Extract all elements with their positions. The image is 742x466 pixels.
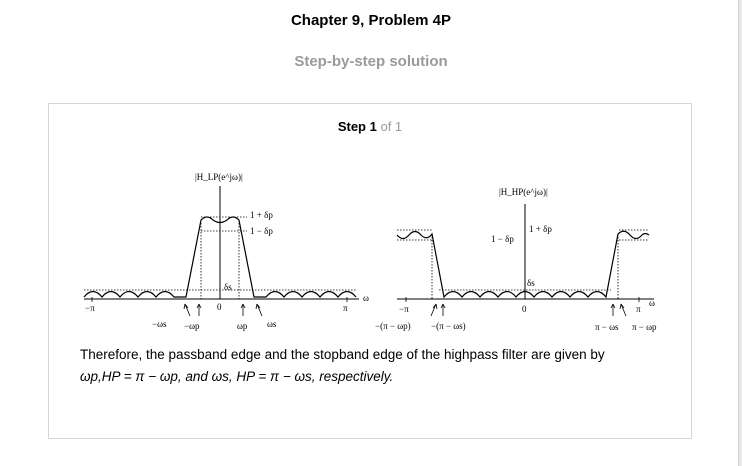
lowpass-tick-zero: 0: [217, 302, 222, 312]
lowpass-plus-delta-label: 1 + δp: [250, 210, 273, 220]
lowpass-neg-ws: −ωs: [152, 319, 167, 329]
highpass-pi-minus-wp: π − ωp: [632, 322, 657, 332]
lowpass-delta-s: δs: [224, 282, 232, 292]
lowpass-tick-pi: π: [343, 303, 348, 313]
highpass-minus-delta-label: 1 − δp: [491, 234, 514, 244]
page-subtitle: Step-by-step solution: [294, 53, 448, 70]
solution-card: Step 1 of 1 |H_LP(e^jω)| δs 1 + δp: [48, 103, 692, 439]
lowpass-response-plot: |H_LP(e^jω)| δs 1 + δp 1 − δp −π 0 π ω: [83, 172, 369, 331]
highpass-neg-pi-minus-ws: −(π − ωs): [431, 321, 466, 331]
window-scroll-edge: [738, 0, 742, 466]
highpass-tick-zero: 0: [522, 304, 527, 314]
highpass-pi-minus-ws: π − ωs: [595, 322, 619, 332]
solution-explanation: Therefore, the passband edge and the sto…: [80, 344, 660, 388]
highpass-response-plot: |H_HP(e^jω)| δs 1 + δp 1 − δp −π 0 π: [375, 187, 657, 332]
highpass-tick-neg-pi: −π: [399, 304, 409, 314]
highpass-neg-pi-minus-wp: −(π − ωp): [375, 321, 411, 331]
lowpass-omega-label: ω: [363, 293, 369, 303]
lowpass-ws: ωs: [267, 319, 277, 329]
highpass-omega-label: ω: [649, 298, 655, 308]
lowpass-tick-neg-pi: −π: [85, 303, 95, 313]
filter-response-figure: |H_LP(e^jω)| δs 1 + δp 1 − δp −π 0 π ω: [83, 172, 657, 332]
highpass-delta-s: δs: [527, 278, 535, 288]
lowpass-axis-label: |H_LP(e^jω)|: [195, 172, 243, 182]
step-heading: Step 1 of 1: [49, 119, 691, 134]
highpass-axis-label: |H_HP(e^jω)|: [499, 187, 548, 197]
lowpass-minus-delta-label: 1 − δp: [250, 226, 273, 236]
step-label: Step 1: [337, 119, 377, 134]
explanation-line-2: ωp,HP = π − ωp, and ωs, HP = π − ωs, res…: [80, 369, 394, 384]
lowpass-neg-wp: −ωp: [184, 321, 200, 331]
highpass-plus-delta-label: 1 + δp: [529, 224, 552, 234]
page-title: Chapter 9, Problem 4P: [290, 12, 452, 29]
explanation-line-1: Therefore, the passband edge and the sto…: [80, 347, 605, 362]
lowpass-wp: ωp: [237, 321, 248, 331]
step-count: of 1: [380, 119, 403, 134]
highpass-tick-pi: π: [636, 304, 641, 314]
